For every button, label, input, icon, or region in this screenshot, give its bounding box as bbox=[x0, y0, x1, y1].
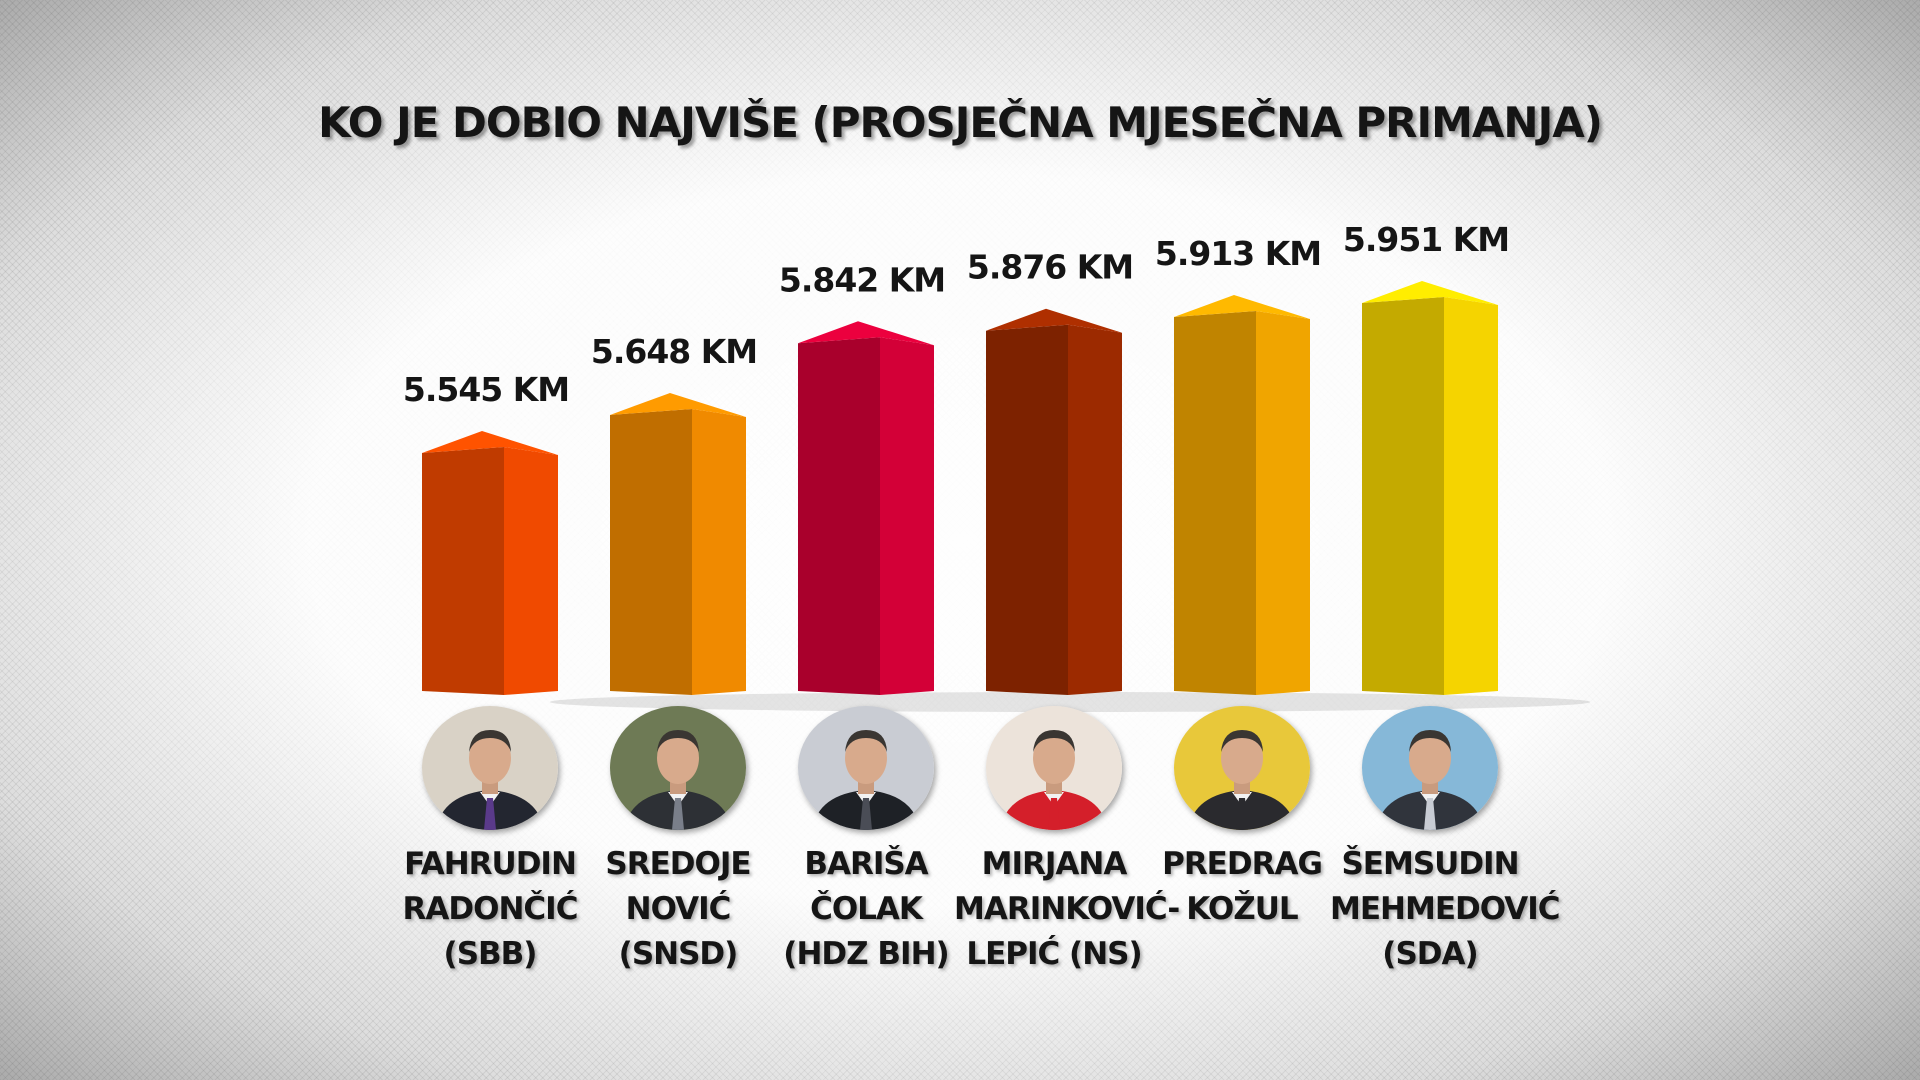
name-line: (SBB) bbox=[443, 936, 538, 972]
bar-value-label: 5.842 KM bbox=[779, 260, 945, 299]
bar-4 bbox=[986, 308, 1122, 695]
bar-top-face bbox=[610, 392, 746, 417]
bar-6 bbox=[1362, 281, 1498, 695]
name-line: RADONČIĆ bbox=[402, 891, 579, 927]
bar-side-face bbox=[692, 408, 746, 695]
name-line: KOŽUL bbox=[1186, 891, 1298, 927]
bar-front-face bbox=[1174, 311, 1256, 695]
name-line: PREDRAG bbox=[1162, 846, 1323, 882]
bar-side-face bbox=[504, 447, 558, 695]
name-line: (SNSD) bbox=[618, 936, 739, 972]
name-line: MIRJANA bbox=[981, 846, 1128, 882]
bar-top-face bbox=[1174, 295, 1310, 320]
bar-value-label: 5.913 KM bbox=[1155, 234, 1321, 273]
bar-front-face bbox=[798, 337, 880, 695]
portrait-photo-icon bbox=[422, 706, 558, 830]
name-line: (HDZ BIH) bbox=[783, 936, 949, 972]
bar-front-face bbox=[1362, 297, 1444, 695]
bar-5 bbox=[1174, 295, 1310, 695]
name-line: MEHMEDOVIĆ bbox=[1330, 891, 1561, 927]
portrait-photo-icon bbox=[986, 706, 1122, 830]
name-line: ŠEMSUDIN bbox=[1341, 846, 1519, 882]
bar-side-face bbox=[880, 337, 934, 695]
person-name-label: PREDRAG KOŽUL bbox=[1142, 842, 1342, 932]
bar-value-label: 5.648 KM bbox=[591, 332, 757, 371]
floor-shadow bbox=[550, 692, 1590, 712]
bar-side-face bbox=[1444, 297, 1498, 695]
bar-front-face bbox=[610, 408, 692, 695]
chart-title: KO JE DOBIO NAJVIŠE (PROSJEČNA MJESEČNA … bbox=[318, 98, 1603, 147]
portrait-photo-icon bbox=[798, 706, 934, 830]
bar-top-face bbox=[986, 308, 1122, 333]
portrait-photo-icon bbox=[610, 706, 746, 830]
bar-value-label: 5.876 KM bbox=[967, 248, 1133, 287]
bar-value-label: 5.951 KM bbox=[1343, 220, 1509, 259]
name-line: (SDA) bbox=[1382, 936, 1478, 972]
bar-side-face bbox=[1068, 324, 1122, 695]
bar-2 bbox=[610, 392, 746, 695]
name-line: MARINKOVIĆ- bbox=[954, 891, 1180, 927]
name-line: ČOLAK bbox=[810, 891, 923, 927]
portrait-photo-icon bbox=[1174, 706, 1310, 830]
name-line: BARIŠA bbox=[804, 846, 928, 882]
bar-front-face bbox=[986, 324, 1068, 695]
person-name-label: FAHRUDIN RADONČIĆ (SBB) bbox=[390, 842, 590, 977]
bar-3 bbox=[798, 321, 934, 695]
bar-top-face bbox=[798, 321, 934, 346]
name-line: SREDOJE bbox=[605, 846, 751, 882]
bar-top-face bbox=[422, 431, 558, 455]
person-name-label: BARIŠA ČOLAK (HDZ BIH) bbox=[766, 842, 966, 977]
portrait-photo-icon bbox=[1362, 706, 1498, 830]
bar-front-face bbox=[422, 447, 504, 695]
name-line: FAHRUDIN bbox=[404, 846, 577, 882]
bar-value-label: 5.545 KM bbox=[403, 370, 569, 409]
bar-top-face bbox=[1362, 281, 1498, 305]
person-name-label: ŠEMSUDIN MEHMEDOVIĆ (SDA) bbox=[1330, 842, 1561, 977]
name-line: NOVIĆ bbox=[625, 891, 732, 927]
name-line: LEPIĆ (NS) bbox=[966, 936, 1142, 972]
person-name-label: MIRJANA MARINKOVIĆ- LEPIĆ (NS) bbox=[954, 842, 1180, 977]
bar-1 bbox=[422, 431, 558, 695]
bar-side-face bbox=[1256, 311, 1310, 695]
person-name-label: SREDOJE NOVIĆ (SNSD) bbox=[578, 842, 778, 977]
